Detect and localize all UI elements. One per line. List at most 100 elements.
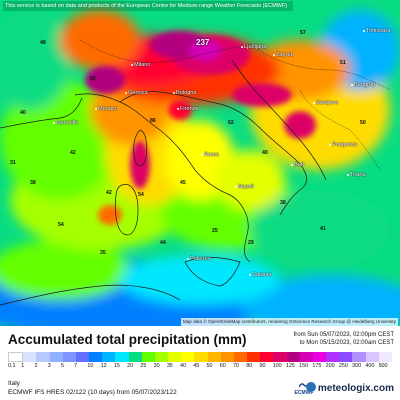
- color-scale: [8, 352, 392, 362]
- value-label: 62: [228, 120, 234, 126]
- city-label: Sarajevo: [312, 100, 339, 106]
- scale-swatch: [128, 352, 142, 362]
- scale-label: 500: [378, 363, 388, 369]
- city-label: Zagreb: [273, 52, 294, 58]
- scale-label: 100: [272, 363, 282, 369]
- scale-swatch: [49, 352, 63, 362]
- precipitation-map[interactable]: This service is based on data and produc…: [0, 0, 400, 326]
- scale-label: 25: [140, 363, 147, 369]
- value-label: 29: [248, 240, 254, 246]
- color-scale-labels: 0.1 1 2 3 5 7 10 12 15 20 25 30 35 40 45 50 60 70 80 90 100 1…: [8, 363, 392, 371]
- brand-name: meteologix.com: [317, 383, 394, 394]
- scale-label: 300: [352, 363, 362, 369]
- value-label: 86: [150, 118, 156, 124]
- scale-swatch: [378, 352, 392, 362]
- scale-swatch: [154, 352, 169, 362]
- scale-swatch: [233, 352, 248, 362]
- city-label: Firenze: [177, 106, 199, 112]
- scale-label: 70: [232, 363, 239, 369]
- scale-label: 200: [325, 363, 335, 369]
- italy-coast: [74, 91, 307, 263]
- scale-label: 30: [153, 363, 160, 369]
- period-from: from Sun 05/07/2023, 02:00pm CEST: [293, 332, 394, 338]
- value-label: 51: [340, 60, 346, 66]
- scale-label: 7: [74, 363, 78, 369]
- precip-peaks: [85, 31, 316, 225]
- scale-swatch: [365, 352, 379, 362]
- scale-label: 0.1: [8, 363, 16, 369]
- value-label: 54: [58, 222, 64, 228]
- scale-label: 10: [87, 363, 94, 369]
- ecmwf-notice: This service is based on data and produc…: [3, 1, 293, 11]
- scale-swatch: [260, 352, 274, 362]
- scale-label: 90: [259, 363, 266, 369]
- corsica-coast: [133, 129, 148, 167]
- borders: [79, 39, 391, 171]
- value-label: 31: [10, 160, 16, 166]
- coastlines: [0, 59, 327, 306]
- scale-label: 125: [285, 363, 295, 369]
- value-label: 38: [30, 180, 36, 186]
- sicily-coast: [184, 257, 241, 287]
- africa-coast: [0, 284, 181, 306]
- scale-label: 45: [193, 363, 200, 369]
- value-label: 41: [320, 226, 326, 232]
- value-label: 38: [280, 200, 286, 206]
- max-value-label: 237: [196, 38, 210, 47]
- scale-swatch: [168, 352, 182, 362]
- value-label: 54: [138, 192, 144, 198]
- city-label: Timisoara: [362, 28, 391, 34]
- scale-swatch: [220, 352, 234, 362]
- value-label: 48: [40, 40, 46, 46]
- value-label: 35: [100, 250, 106, 256]
- scale-label: 20: [127, 363, 134, 369]
- city-label: Ljubljana: [240, 44, 267, 50]
- city-label: Bologna: [173, 90, 197, 96]
- scale-swatch: [312, 352, 327, 362]
- value-label: 60: [90, 76, 96, 82]
- ecmwf-logo-text: ECMWF: [294, 390, 314, 396]
- scale-swatch: [36, 352, 50, 362]
- scale-swatch: [141, 352, 155, 362]
- scale-label: 60: [219, 363, 226, 369]
- city-label: Palermo: [187, 256, 211, 262]
- scale-swatch: [8, 352, 24, 362]
- scale-label: 15: [113, 363, 120, 369]
- sardinia-coast: [114, 184, 139, 236]
- value-label: 25: [212, 228, 218, 234]
- city-label: Napoli: [235, 184, 254, 190]
- scale-label: 2: [34, 363, 38, 369]
- scale-swatch: [181, 352, 195, 362]
- legend-panel: Accumulated total precipitation (mm) fro…: [0, 326, 400, 400]
- city-label: Tirana: [347, 172, 366, 178]
- scale-label: 150: [299, 363, 309, 369]
- period-to: to Mon 05/15/2023, 02:00am CEST: [299, 340, 394, 346]
- scale-label: 3: [47, 363, 51, 369]
- scale-swatch: [89, 352, 103, 362]
- scale-swatch: [207, 352, 221, 362]
- scale-swatch: [62, 352, 76, 362]
- scale-swatch: [352, 352, 366, 362]
- forecast-period: from Sun 05/07/2023, 02:00pm CEST to Mon…: [294, 331, 394, 347]
- meteologix-logo-icon: [305, 382, 316, 392]
- model-run-label: ECMWF IFS HRES 02/122 (10 days) from 05/…: [8, 389, 177, 396]
- city-label: Bari: [291, 162, 304, 168]
- city-label: Genova: [125, 90, 148, 96]
- scale-label: 400: [365, 363, 375, 369]
- scale-swatch: [115, 352, 129, 362]
- city-label: Milano: [130, 62, 151, 68]
- value-label: 50: [360, 120, 366, 126]
- scale-swatch: [339, 352, 353, 362]
- value-label: 40: [20, 110, 26, 116]
- scale-swatch: [286, 352, 300, 362]
- scale-label: 80: [246, 363, 253, 369]
- france-coast: [0, 97, 83, 129]
- value-label: 57: [300, 30, 306, 36]
- meteologix-logo[interactable]: meteologix.com: [305, 382, 394, 394]
- scale-swatch: [194, 352, 208, 362]
- scale-label: 35: [166, 363, 173, 369]
- value-label: 40: [262, 150, 268, 156]
- scale-label: 40: [180, 363, 187, 369]
- scale-swatch: [75, 352, 90, 362]
- city-label: Catania: [248, 272, 272, 278]
